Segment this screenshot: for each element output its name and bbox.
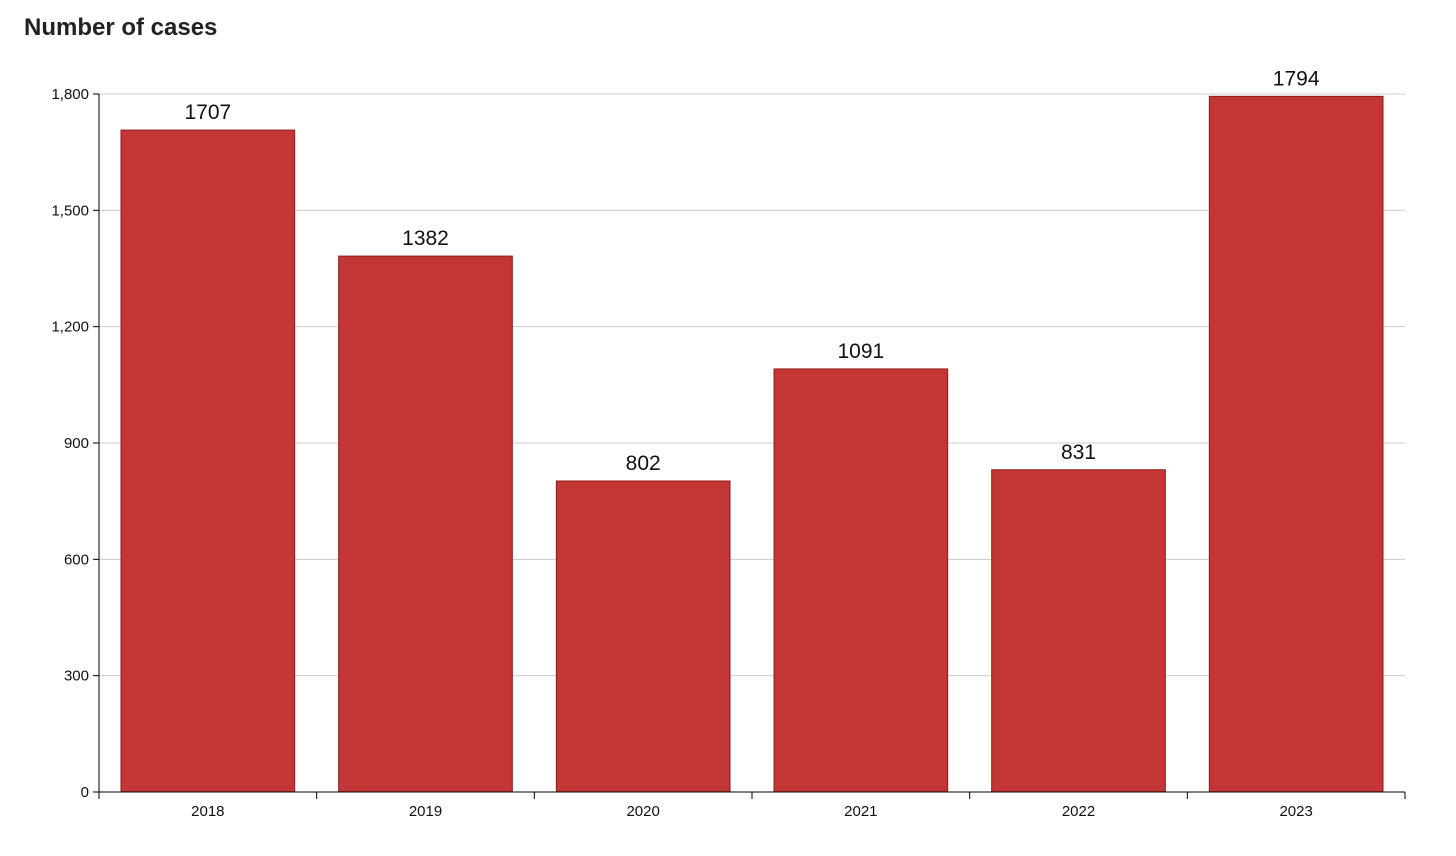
bar-2023	[1208, 95, 1384, 793]
data-label-2021: 1091	[837, 340, 884, 363]
data-label-2020: 802	[626, 452, 661, 475]
x-axis-ticks: 2018 2019 2020 2021 2022 2023	[98, 792, 1406, 820]
y-tick-label: 1,800	[51, 86, 89, 103]
y-tick-label: 900	[64, 435, 89, 452]
y-tick-label: 1,500	[51, 202, 89, 219]
chart-title: Number of cases	[24, 14, 218, 41]
data-label-2022: 831	[1061, 441, 1096, 464]
x-tick-label: 2021	[844, 803, 877, 820]
bar-2021	[773, 368, 949, 793]
bar-2019	[338, 255, 513, 793]
data-label-2023: 1794	[1273, 67, 1320, 90]
y-axis-ticks: 0 300 600 900 1,200 1,500 1,800	[51, 86, 99, 801]
x-tick-label: 2018	[191, 803, 224, 820]
bar-2020	[555, 480, 731, 793]
x-tick-label: 2022	[1062, 803, 1095, 820]
y-tick-label: 1,200	[51, 319, 89, 336]
x-tick-label: 2019	[409, 803, 442, 820]
bar-2018	[120, 129, 296, 793]
x-tick-label: 2023	[1279, 803, 1312, 820]
bar-2022	[991, 469, 1166, 793]
data-label-2019: 1382	[402, 227, 449, 250]
data-labels: 1707 1382 802 1091 831 1794	[184, 67, 1319, 475]
y-tick-label: 300	[64, 668, 89, 685]
x-tick-label: 2020	[626, 803, 659, 820]
y-tick-label: 0	[81, 784, 89, 801]
data-label-2018: 1707	[184, 101, 231, 124]
gridlines	[99, 93, 1405, 677]
y-tick-label: 600	[64, 551, 89, 568]
bars	[120, 95, 1384, 793]
